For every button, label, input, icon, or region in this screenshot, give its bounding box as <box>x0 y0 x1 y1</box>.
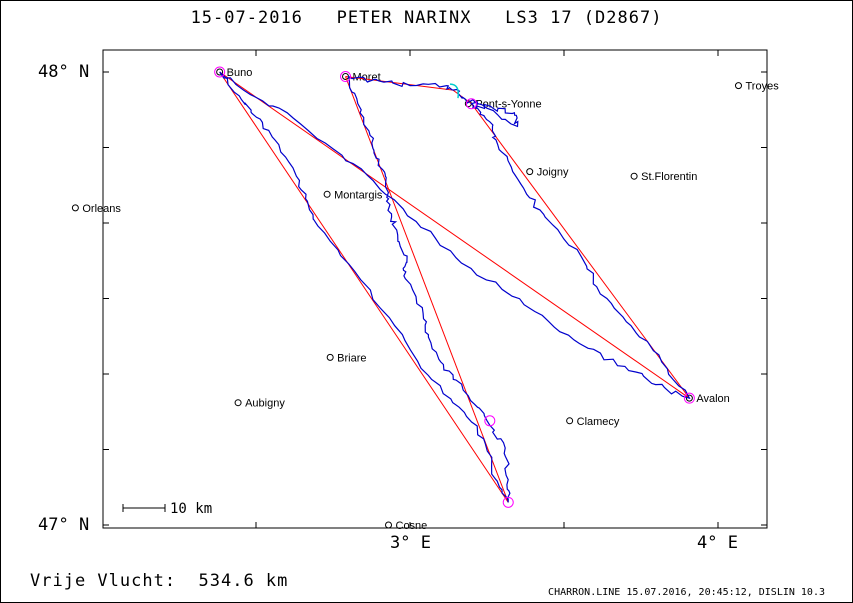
turnpoint-circle-icon <box>340 71 352 83</box>
town-label: Buno <box>227 67 253 79</box>
town-marker-icon <box>323 190 331 198</box>
lat-label-top: 48° N <box>38 62 90 82</box>
footer-info: CHARRON.LINE 15.07.2016, 20:45:12, DISLI… <box>548 587 825 598</box>
turnpoint-circle-icon <box>214 66 226 78</box>
town-label: Aubigny <box>245 398 285 410</box>
town-marker-icon <box>385 521 393 529</box>
town-label: Briare <box>337 352 366 364</box>
task-leg <box>219 71 509 503</box>
town-label: Clamecy <box>577 416 620 428</box>
town-label: St.Florentin <box>641 171 697 183</box>
town-marker-icon <box>326 353 334 361</box>
page-title: 15-07-2016 PETER NARINX LS3 17 (D2867) <box>190 8 663 28</box>
turnpoint-circle-icon <box>484 415 496 427</box>
scale-bar: 10 km <box>122 501 212 517</box>
flight-track-line <box>219 71 691 503</box>
turnpoint-circles <box>214 66 695 508</box>
lat-label-bottom: 47° N <box>38 515 90 535</box>
town-marker-icon <box>630 172 638 180</box>
task-route <box>219 71 690 503</box>
town-label: Cosne <box>396 520 428 532</box>
task-leg <box>470 103 690 399</box>
axis-ticks <box>103 50 767 528</box>
plot-area <box>102 49 768 529</box>
town-marker-icon <box>734 82 742 90</box>
lon-label-right: 4° E <box>697 533 738 553</box>
town-marker-icon <box>526 168 534 176</box>
turnpoint-circle-icon <box>502 496 514 508</box>
town-marker-icon <box>234 399 242 407</box>
town-marker-icon <box>71 204 79 212</box>
town-label: Troyes <box>745 81 779 93</box>
turnpoint-circle-icon <box>465 98 477 110</box>
start-marker-icon <box>449 83 460 99</box>
task-leg <box>219 71 690 399</box>
town-label: Orleans <box>82 203 121 215</box>
flight-track <box>219 71 691 503</box>
distance-label: Vrije Vlucht: 534.6 km <box>30 571 289 591</box>
town-label: Montargis <box>334 189 383 201</box>
town-label: Joigny <box>537 167 569 179</box>
scale-label: 10 km <box>170 501 212 517</box>
town-label: Avalon <box>696 393 729 405</box>
lon-label-left: 3° E <box>390 533 431 553</box>
turnpoint-circle-icon <box>683 392 695 404</box>
task-leg <box>345 76 454 91</box>
town-marker-icon <box>566 417 574 425</box>
